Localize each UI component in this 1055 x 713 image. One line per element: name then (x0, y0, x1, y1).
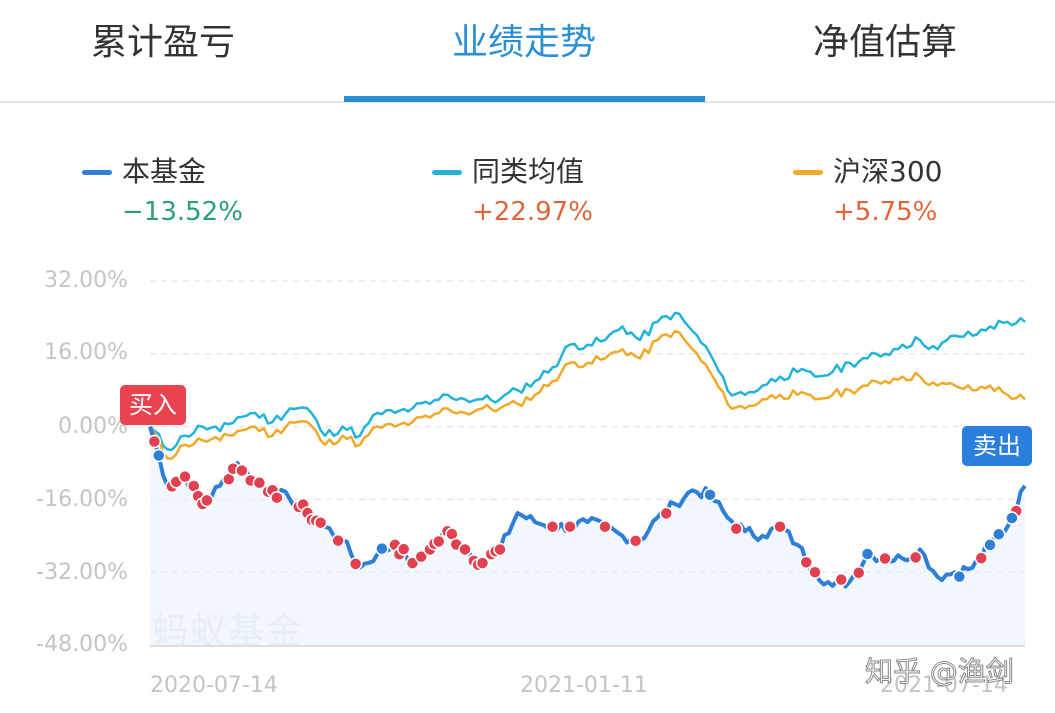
active-tab-indicator (344, 96, 705, 102)
y-tick-neg32: -32.00% (36, 560, 128, 585)
legend-csi300-label: 沪深300 (833, 155, 943, 188)
trade-markers (147, 434, 1023, 587)
legend-fund-value: −13.52% (122, 197, 243, 227)
tab-cumulative-pnl[interactable]: 累计盈亏 (90, 22, 235, 63)
y-tick-16: 16.00% (44, 340, 128, 365)
legend-peer-label: 同类均值 (472, 155, 585, 188)
legend-fund-label: 本基金 (122, 155, 207, 188)
buy-marker-badge: 买入 (120, 385, 186, 425)
x-tick-start: 2020-07-14 (150, 673, 278, 698)
legend-peer-swatch (432, 170, 462, 175)
y-tick-neg16: -16.00% (36, 487, 128, 512)
tab-performance-trend[interactable]: 业绩走势 (451, 22, 596, 63)
legend-peer-value: +22.97% (472, 197, 593, 227)
y-tick-32: 32.00% (44, 268, 128, 293)
sell-marker-badge: 卖出 (962, 426, 1032, 466)
legend-fund-swatch (82, 170, 112, 175)
csi300-line (148, 329, 1026, 460)
legend-csi300-value: +5.75% (833, 197, 938, 227)
x-tick-end: 2021-07-14 (880, 673, 1008, 698)
tab-bar: 累计盈亏 业绩走势 净值估算 (0, 0, 1055, 103)
legend-csi300-swatch (793, 170, 823, 175)
fund-area-fill (150, 426, 1025, 645)
x-tick-mid: 2021-01-11 (520, 673, 648, 698)
zhihu-credit: 知乎 @渔剑 (865, 655, 1015, 689)
y-tick-neg48: -48.00% (36, 632, 128, 657)
peer-average-line (149, 311, 1026, 452)
tab-nav-estimate[interactable]: 净值估算 (812, 22, 957, 63)
y-tick-0: 0.00% (58, 414, 128, 439)
